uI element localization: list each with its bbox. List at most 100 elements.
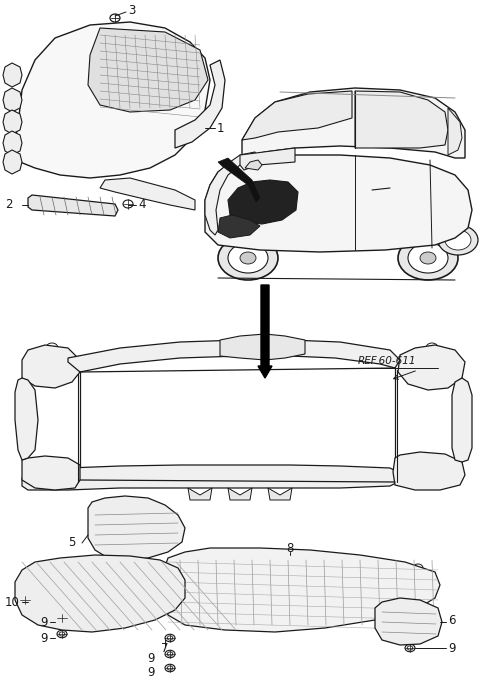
Ellipse shape [57,614,67,621]
Text: 3: 3 [128,3,135,17]
Polygon shape [162,548,440,632]
Ellipse shape [165,650,175,658]
Text: 4: 4 [138,199,145,212]
Ellipse shape [20,597,30,603]
Polygon shape [228,180,298,224]
Ellipse shape [167,636,173,640]
Ellipse shape [160,596,170,604]
Polygon shape [15,555,185,632]
Polygon shape [22,345,80,388]
Ellipse shape [59,616,65,620]
Polygon shape [205,155,472,252]
Ellipse shape [46,343,58,353]
Ellipse shape [416,356,448,380]
Ellipse shape [414,461,442,483]
Polygon shape [3,150,22,174]
Ellipse shape [438,225,478,255]
Polygon shape [28,195,118,216]
Polygon shape [448,108,462,155]
Text: REF.60-611: REF.60-611 [358,356,417,366]
Ellipse shape [123,200,133,208]
Ellipse shape [110,14,120,22]
Ellipse shape [100,586,110,594]
Polygon shape [3,110,22,134]
Polygon shape [355,91,448,148]
Polygon shape [3,88,22,112]
Polygon shape [15,378,38,460]
Polygon shape [188,488,212,500]
Ellipse shape [423,361,441,375]
Ellipse shape [242,343,254,353]
Ellipse shape [408,243,448,273]
Ellipse shape [426,343,438,353]
Text: 9: 9 [147,666,155,678]
Ellipse shape [167,652,173,656]
Ellipse shape [42,362,58,374]
Ellipse shape [240,252,256,264]
Text: 9: 9 [40,632,48,644]
Ellipse shape [57,630,67,638]
Polygon shape [22,465,398,490]
Ellipse shape [255,574,265,582]
Ellipse shape [59,632,65,636]
Ellipse shape [405,644,415,652]
Ellipse shape [175,568,185,576]
Polygon shape [3,63,22,87]
Text: 1: 1 [217,122,225,134]
Ellipse shape [395,568,405,576]
Ellipse shape [37,586,47,594]
Ellipse shape [370,574,380,582]
Ellipse shape [218,236,278,280]
Text: 8: 8 [286,542,294,554]
Ellipse shape [407,646,413,650]
Text: 9: 9 [147,651,155,664]
Text: 9: 9 [40,615,48,628]
Ellipse shape [135,590,145,598]
Ellipse shape [315,580,325,588]
Polygon shape [452,378,472,462]
Ellipse shape [143,516,153,524]
Ellipse shape [165,635,175,641]
Ellipse shape [108,76,152,104]
Polygon shape [88,496,185,560]
Ellipse shape [285,578,295,586]
Ellipse shape [165,664,175,672]
Ellipse shape [420,252,436,264]
Polygon shape [240,148,295,170]
Polygon shape [218,215,260,238]
Polygon shape [245,160,262,170]
Ellipse shape [22,598,28,602]
Polygon shape [393,452,465,490]
Text: 6: 6 [448,614,456,626]
Polygon shape [88,28,208,112]
Text: 7: 7 [161,641,169,655]
Ellipse shape [157,536,167,544]
Ellipse shape [67,584,77,592]
Polygon shape [205,152,258,235]
Polygon shape [242,88,465,158]
Polygon shape [398,345,465,390]
Ellipse shape [100,514,110,522]
Polygon shape [12,22,210,178]
Polygon shape [3,131,22,155]
Ellipse shape [39,464,65,484]
Ellipse shape [195,566,205,574]
Ellipse shape [445,230,471,250]
Ellipse shape [345,578,355,586]
Polygon shape [175,60,225,148]
Ellipse shape [223,568,233,576]
Polygon shape [100,178,195,210]
Text: 5: 5 [68,536,75,549]
Polygon shape [220,334,305,360]
Polygon shape [375,598,442,645]
Text: 9: 9 [448,641,456,655]
FancyArrow shape [258,285,272,378]
Ellipse shape [413,564,423,572]
Text: 2: 2 [5,199,12,212]
Polygon shape [268,488,292,500]
Ellipse shape [167,666,173,670]
Polygon shape [218,158,260,202]
Ellipse shape [228,243,268,273]
Ellipse shape [398,236,458,280]
Text: 10: 10 [5,597,20,610]
